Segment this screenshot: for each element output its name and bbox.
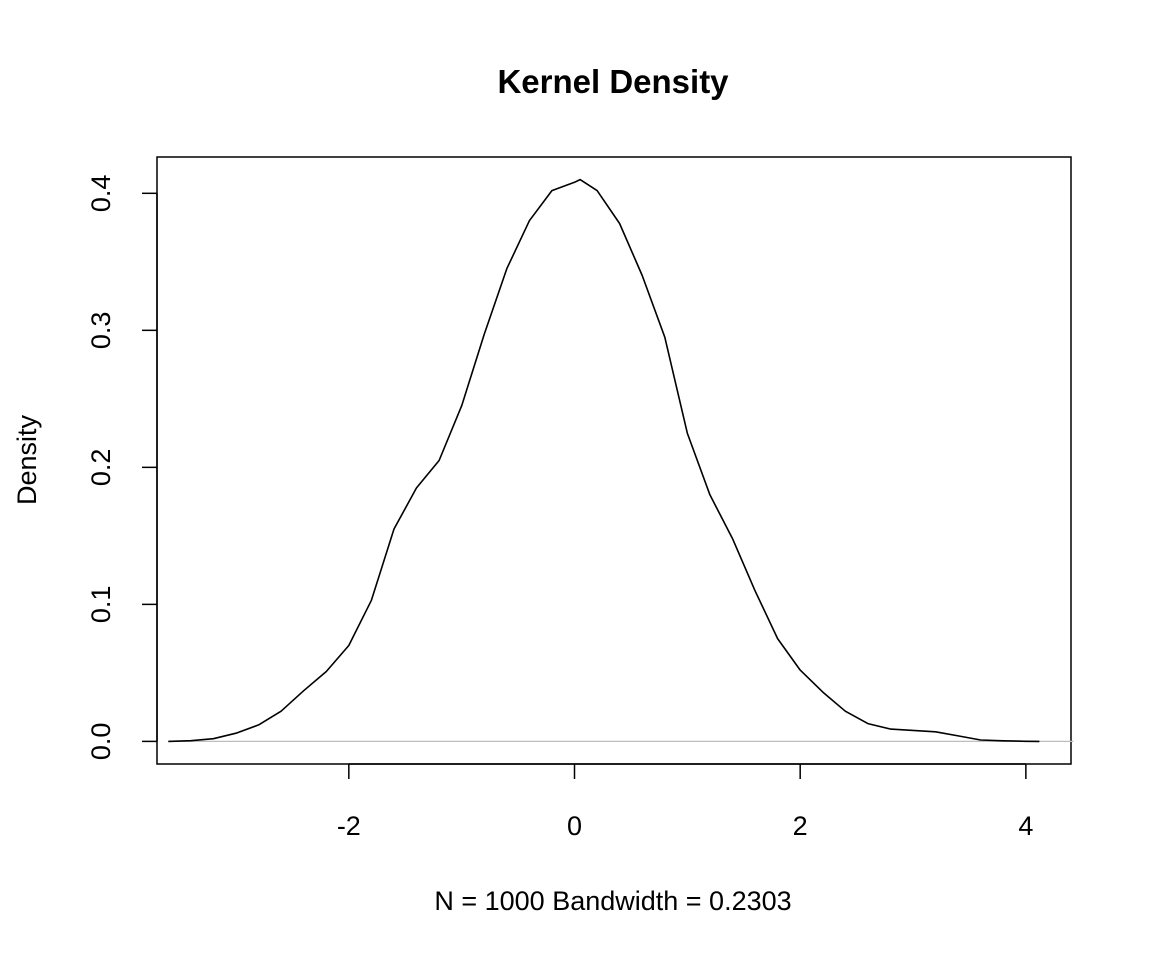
chart-title: Kernel Density xyxy=(497,63,729,100)
plot-area-frame xyxy=(156,156,1072,765)
x-axis-label: N = 1000 Bandwidth = 0.2303 xyxy=(434,886,791,916)
y-tick-label: 0.1 xyxy=(86,586,116,624)
x-tick-label: 2 xyxy=(793,811,808,841)
y-axis-label: Density xyxy=(12,414,42,505)
x-tick-label: -2 xyxy=(337,811,361,841)
density-curve xyxy=(168,178,1040,743)
y-tick-label: 0.2 xyxy=(86,449,116,487)
x-tick-label: 4 xyxy=(1018,811,1033,841)
y-tick-label: 0.4 xyxy=(86,175,116,213)
x-axis: -2 0 2 4 xyxy=(337,763,1033,841)
y-axis: 0.0 0.1 0.2 0.3 0.4 xyxy=(86,175,158,761)
y-tick-label: 0.3 xyxy=(86,312,116,350)
x-tick-label: 0 xyxy=(567,811,582,841)
y-tick-label: 0.0 xyxy=(86,723,116,761)
